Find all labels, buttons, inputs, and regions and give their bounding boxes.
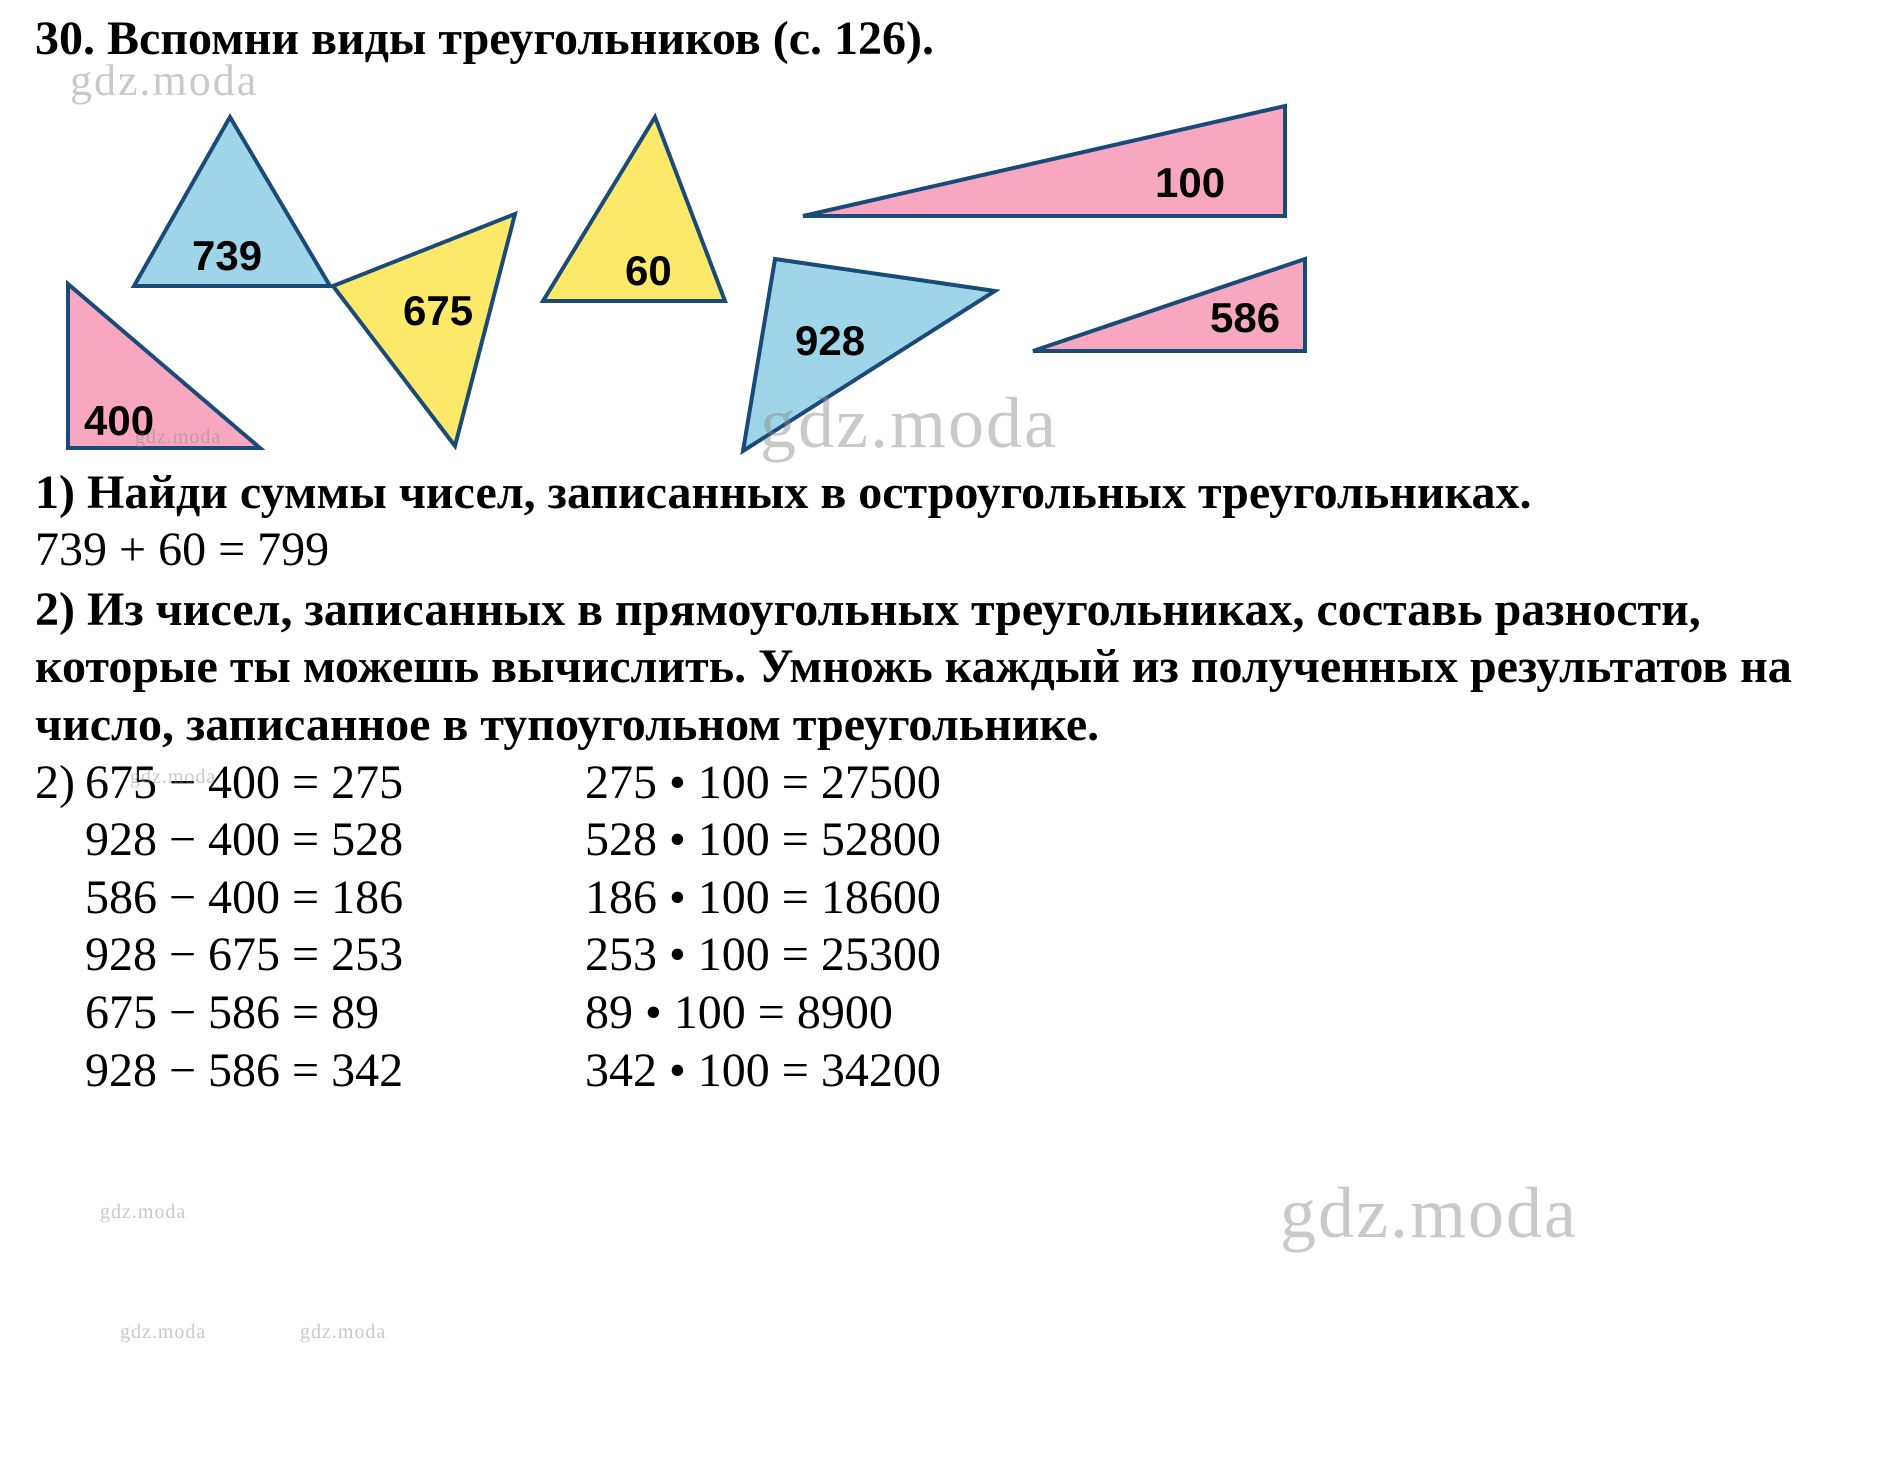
- q2-calculations: 675 − 400 = 275 275 • 100 = 27500 928 − …: [85, 754, 941, 1100]
- calc-left: 928 − 675 = 253: [85, 926, 545, 984]
- question-2-prompt: 2) Из чисел, записанных в прямоугольных …: [35, 581, 1857, 754]
- calc-right: 253 • 100 = 25300: [585, 926, 941, 984]
- triangle-60: 60: [535, 111, 735, 311]
- triangles-figure: 739 400 675 60 100 928: [35, 76, 1335, 456]
- question-1-prompt: 1) Найди суммы чисел, записанных в остро…: [35, 464, 1857, 522]
- calc-left: 675 − 400 = 275: [85, 754, 545, 812]
- calc-right: 186 • 100 = 18600: [585, 869, 941, 927]
- triangle-label: 928: [795, 316, 865, 366]
- calc-left: 928 − 586 = 342: [85, 1042, 545, 1100]
- calc-right: 275 • 100 = 27500: [585, 754, 941, 812]
- problem-number: 30.: [35, 12, 95, 65]
- watermark: gdz.moda: [100, 1200, 186, 1224]
- q2-lead: 2): [35, 754, 75, 1100]
- triangle-label: 100: [1155, 158, 1225, 208]
- watermark: gdz.moda: [120, 1320, 206, 1344]
- calc-left: 675 − 586 = 89: [85, 984, 545, 1042]
- triangle-739: 739: [120, 111, 340, 296]
- triangle-label: 586: [1210, 293, 1280, 343]
- triangle-label: 60: [625, 246, 672, 296]
- problem-text: Вспомни виды треугольников (с. 126).: [107, 12, 934, 65]
- calc-left: 928 − 400 = 528: [85, 811, 545, 869]
- triangle-400: 400: [60, 276, 270, 456]
- triangle-label: 739: [192, 231, 262, 281]
- triangle-label: 675: [403, 286, 473, 336]
- triangle-586: 586: [1025, 251, 1315, 361]
- triangle-label: 400: [84, 396, 154, 446]
- triangle-675: 675: [325, 206, 525, 456]
- watermark: gdz.moda: [1280, 1170, 1578, 1256]
- triangle-100: 100: [795, 96, 1295, 226]
- calc-right: 89 • 100 = 8900: [585, 984, 941, 1042]
- triangle-928: 928: [735, 251, 1005, 461]
- problem-title: 30. Вспомни виды треугольников (с. 126).: [35, 10, 1857, 68]
- calc-right: 528 • 100 = 52800: [585, 811, 941, 869]
- calc-right: 342 • 100 = 34200: [585, 1042, 941, 1100]
- question-1-answer: 739 + 60 = 799: [35, 521, 1857, 579]
- calc-left: 586 − 400 = 186: [85, 869, 545, 927]
- watermark: gdz.moda: [300, 1320, 386, 1344]
